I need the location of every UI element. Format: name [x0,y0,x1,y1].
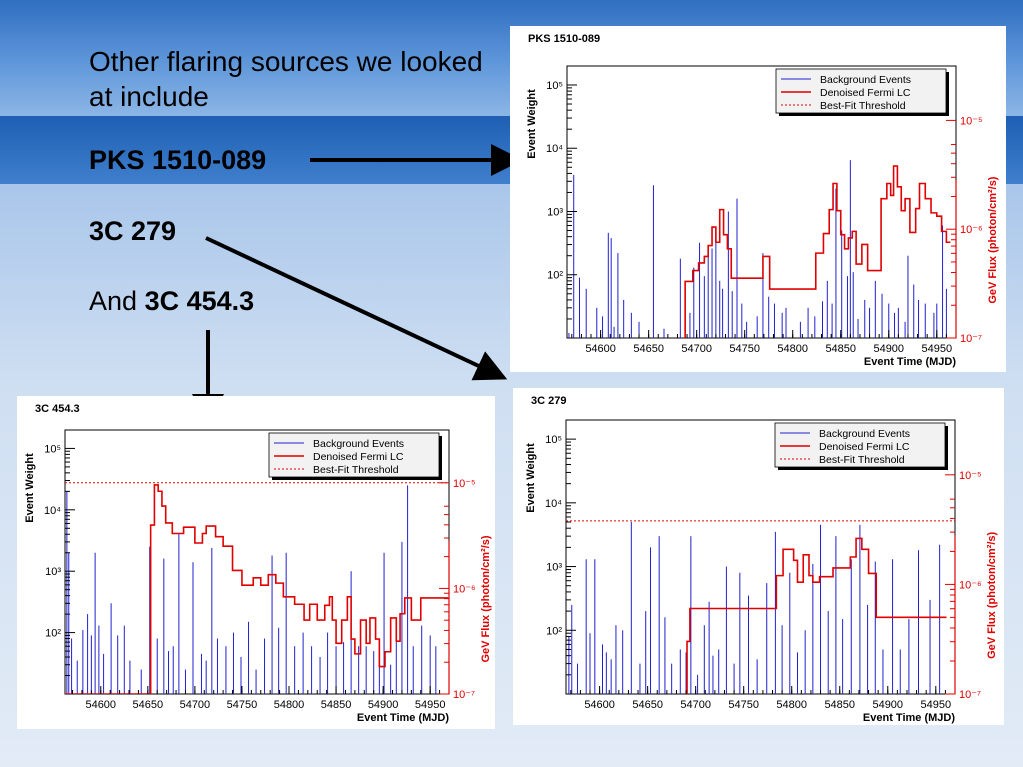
x-axis-label: Event Time (MJD) [863,712,955,724]
plot-data-group [65,482,449,694]
y2-axis-label: GeV Flux (photon/cm²/s) [987,176,999,303]
chart-svg: 3C 454.3 54600 54650 54700 54750 54800 54850 54… [24,403,492,724]
x-tick-label: 54650 [133,699,164,711]
source-prefix: And [89,286,138,316]
legend-entry: Best-Fit Threshold [820,100,906,112]
chart-svg: 3C 279 54600 54650 54700 54750 54800 54850 5490… [525,395,998,724]
x-tick-label: 54750 [729,343,760,355]
y2-tick-label: 10⁻⁷ [960,333,982,345]
source-label-pks1510: PKS 1510-089 [89,145,267,175]
y-tick-label: 10⁴ [545,498,562,510]
chart-title: PKS 1510-089 [528,33,600,45]
legend-entry: Denoised Fermi LC [820,87,911,99]
y2-tick-label: 10⁻⁵ [959,470,982,482]
source-name-3c454: 3C 454.3 [144,286,255,316]
denoised-lc-line [686,537,947,694]
x-tick-label: 54800 [274,699,305,711]
y-tick-label: 10⁵ [545,434,562,446]
legend-box [268,432,440,478]
x-tick-label: 54850 [825,343,856,355]
y2-tick-label: 10⁻⁵ [960,115,983,127]
x-tick-label: 54950 [415,699,446,711]
x-tick-label: 54900 [872,699,903,711]
x-tick-label: 54750 [728,699,759,711]
x-tick-label: 54600 [584,699,615,711]
y-tick-label: 10³ [45,566,61,578]
plot-data-group [566,520,955,694]
x-tick-label: 54600 [85,699,116,711]
x-axis-label: Event Time (MJD) [864,356,956,368]
x-tick-label: 54900 [873,343,904,355]
x-tick-label: 54900 [368,699,399,711]
chart-title: 3C 454.3 [35,403,80,415]
y-tick-label: 10⁵ [546,80,563,92]
y-axis-label: Event Weight [525,443,537,513]
y-tick-label: 10³ [547,206,563,218]
chart-panel-pks1510: PKS 1510-089 54600 54650 54700 54750 54800 548… [510,26,1006,372]
legend-entry: Denoised Fermi LC [819,441,910,453]
y2-tick-label: 10⁻⁶ [959,579,982,591]
legend-entry: Background Events [820,74,911,86]
source-label-3c454: And 3C 454.3 [89,286,254,317]
y-tick-label: 10² [45,628,61,640]
denoised-lc-line [684,165,951,338]
denoised-lc-line [65,484,449,694]
legend-box [774,422,946,468]
y2-tick-label: 10⁻⁷ [959,689,981,701]
x-tick-label: 54750 [227,699,258,711]
source-label-3c279: 3C 279 [89,216,177,246]
y2-tick-label: 10⁻⁶ [453,583,476,595]
y2-tick-label: 10⁻⁷ [453,689,475,701]
intro-text: Other flaring sources we looked at inclu… [89,46,483,112]
x-tick-label: 54650 [632,699,663,711]
legend-entry: Denoised Fermi LC [313,451,404,463]
legend-box [775,68,947,114]
x-tick-label: 54600 [585,343,616,355]
legend-entry: Background Events [313,438,404,450]
x-tick-label: 54950 [920,699,951,711]
y2-axis-label: GeV Flux (photon/cm²/s) [986,531,998,658]
chart-svg: PKS 1510-089 54600 54650 54700 54750 54800 548… [526,33,999,368]
y2-tick-label: 10⁻⁶ [960,224,983,236]
legend-entry: Background Events [819,428,910,440]
x-tick-label: 54850 [321,699,352,711]
legend-entry: Best-Fit Threshold [819,454,905,466]
x-tick-label: 54700 [180,699,211,711]
y-tick-label: 10² [547,270,563,282]
x-tick-label: 54850 [824,699,855,711]
x-tick-label: 54800 [776,699,807,711]
y-tick-label: 10³ [546,562,562,574]
legend-entry: Best-Fit Threshold [313,464,399,476]
y2-axis-label: GeV Flux (photon/cm²/s) [480,535,492,662]
x-tick-label: 54700 [681,343,712,355]
chart-title: 3C 279 [531,395,566,407]
y-axis-label: Event Weight [24,453,36,523]
x-tick-label: 54700 [680,699,711,711]
y-tick-label: 10⁴ [44,505,61,517]
x-tick-label: 54650 [633,343,664,355]
y-tick-label: 10⁴ [546,143,563,155]
x-tick-label: 54800 [777,343,808,355]
x-axis-label: Event Time (MJD) [357,712,449,724]
y2-tick-label: 10⁻⁵ [453,478,476,490]
plot-data-group [568,160,951,338]
chart-panel-3c279: 3C 279 54600 54650 54700 54750 54800 54850 5490… [513,388,1004,725]
y-tick-label: 10² [546,625,562,637]
chart-panel-3c454: 3C 454.3 54600 54650 54700 54750 54800 54850 54… [17,396,495,729]
x-tick-label: 54950 [921,343,952,355]
y-tick-label: 10⁵ [44,443,61,455]
y-axis-label: Event Weight [526,89,538,159]
